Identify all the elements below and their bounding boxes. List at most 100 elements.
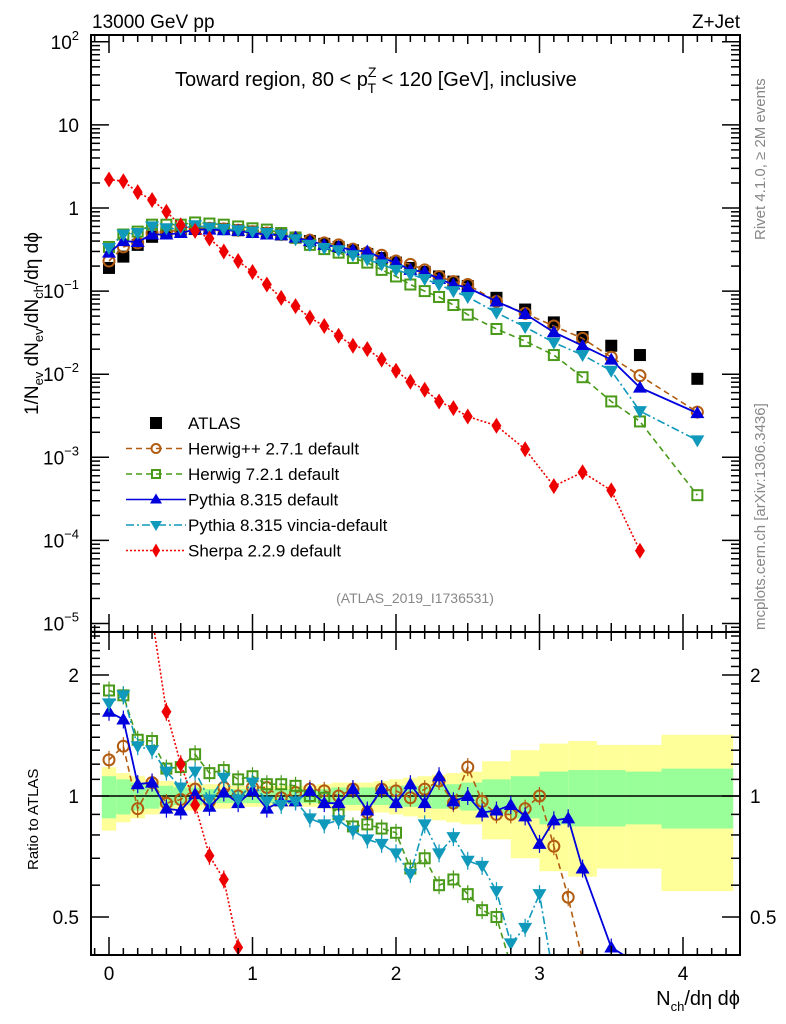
ratio-point <box>274 799 289 812</box>
ratio-point <box>578 953 587 955</box>
data-point <box>204 230 215 247</box>
data-point <box>175 217 186 234</box>
y-tick-base: 10 <box>58 116 79 137</box>
ratio-point <box>317 819 332 832</box>
ratio-point <box>145 745 160 758</box>
data-point <box>633 349 646 362</box>
data-point <box>231 225 246 238</box>
ratio-point <box>433 879 446 892</box>
ylabel-part: ev <box>31 328 46 342</box>
data-point <box>490 322 503 335</box>
ratio-point <box>446 832 461 845</box>
ratio-axes: 2 2 1 1 0.5 0.5 0 1 2 3 4 <box>53 631 776 985</box>
main-data <box>102 171 705 559</box>
ratio-point <box>204 847 215 864</box>
ratio-point <box>188 766 203 779</box>
data-point <box>547 316 560 329</box>
data-point <box>389 264 403 277</box>
x-tick-label: 4 <box>678 964 689 985</box>
ratio-point <box>130 777 145 790</box>
ratio-point <box>561 890 575 904</box>
ratio-point <box>389 796 403 809</box>
legend-marker <box>152 543 160 558</box>
ratio-line-0 <box>108 744 583 955</box>
y-tick-exp: −4 <box>64 526 79 541</box>
ratio-point <box>145 775 160 788</box>
data-point <box>518 321 533 334</box>
data-point <box>130 234 145 247</box>
data-point <box>261 276 272 293</box>
ratio-point <box>447 873 460 886</box>
ratio-point <box>131 802 145 816</box>
ratio-y-tick-label: 2 <box>68 666 79 687</box>
ratio-point <box>218 871 229 888</box>
data-point <box>632 406 647 419</box>
ratio-point <box>518 922 533 935</box>
ratio-point <box>417 819 432 832</box>
data-point <box>202 222 217 235</box>
ylabel-part: /dN <box>22 299 43 329</box>
data-point <box>259 228 274 241</box>
data-point <box>304 309 315 326</box>
data-point <box>691 489 704 502</box>
legend-label: Pythia 8.315 default <box>188 491 339 510</box>
data-point <box>690 406 705 419</box>
data-point <box>145 227 160 240</box>
ratio-point <box>374 838 389 851</box>
ratio-point <box>532 836 547 849</box>
data-point <box>461 308 474 321</box>
y-tick-label: 10−1 <box>43 277 79 303</box>
data-point <box>604 365 619 378</box>
ratio-point <box>475 860 490 873</box>
ratio-point <box>102 698 116 711</box>
ratio-point <box>375 822 388 835</box>
analysis-id: (ATLAS_2019_I1736531) <box>336 590 494 606</box>
y-tick-label: 102 <box>51 28 79 54</box>
data-point <box>333 327 344 344</box>
ratio-point <box>461 760 475 774</box>
ratio-point <box>475 805 490 818</box>
data-point <box>290 298 301 315</box>
band-inner <box>596 770 626 827</box>
ratio-line-4 <box>153 632 239 948</box>
data-point <box>360 244 375 257</box>
data-point <box>460 291 475 304</box>
y-tick-base: 10 <box>43 282 64 303</box>
ratio-point <box>216 772 231 785</box>
data-point <box>276 289 287 306</box>
ratio-y-tick-label: 0.5 <box>53 908 79 929</box>
ratio-point <box>460 789 475 801</box>
data-point <box>418 285 431 298</box>
ratio-point <box>533 789 546 803</box>
band-inner <box>661 768 734 829</box>
data-point <box>575 350 590 363</box>
ratio-point <box>561 811 576 824</box>
ratio-point <box>503 938 518 951</box>
data-point <box>448 400 459 417</box>
data-point <box>604 352 619 365</box>
data-point <box>118 173 129 190</box>
legend-marker <box>150 493 162 504</box>
data-point <box>447 299 460 312</box>
ratio-point <box>231 794 246 807</box>
ratio-point <box>331 796 346 809</box>
ratio-point <box>490 911 503 924</box>
title-sub: T <box>367 80 376 96</box>
ratio-point <box>260 778 273 791</box>
ratio-point <box>575 861 590 874</box>
y-tick-exp: 2 <box>72 28 79 43</box>
y-tick-base: 10 <box>43 448 64 469</box>
data-point <box>360 254 375 267</box>
legend-label: Herwig++ 2.7.1 default <box>188 440 359 459</box>
data-point <box>132 184 143 201</box>
data-point <box>489 294 504 307</box>
data-point <box>605 339 618 352</box>
ratio-point <box>403 868 418 881</box>
main-ylabel: 1/Nev dNev/dNch/dη dϕ <box>22 232 46 415</box>
ratio-point <box>546 813 561 826</box>
data-point <box>433 290 446 303</box>
data-point <box>216 223 231 236</box>
xlabel-part: /dη dϕ <box>684 988 740 1010</box>
ratio-point <box>161 703 172 720</box>
ratio-point <box>417 796 432 809</box>
